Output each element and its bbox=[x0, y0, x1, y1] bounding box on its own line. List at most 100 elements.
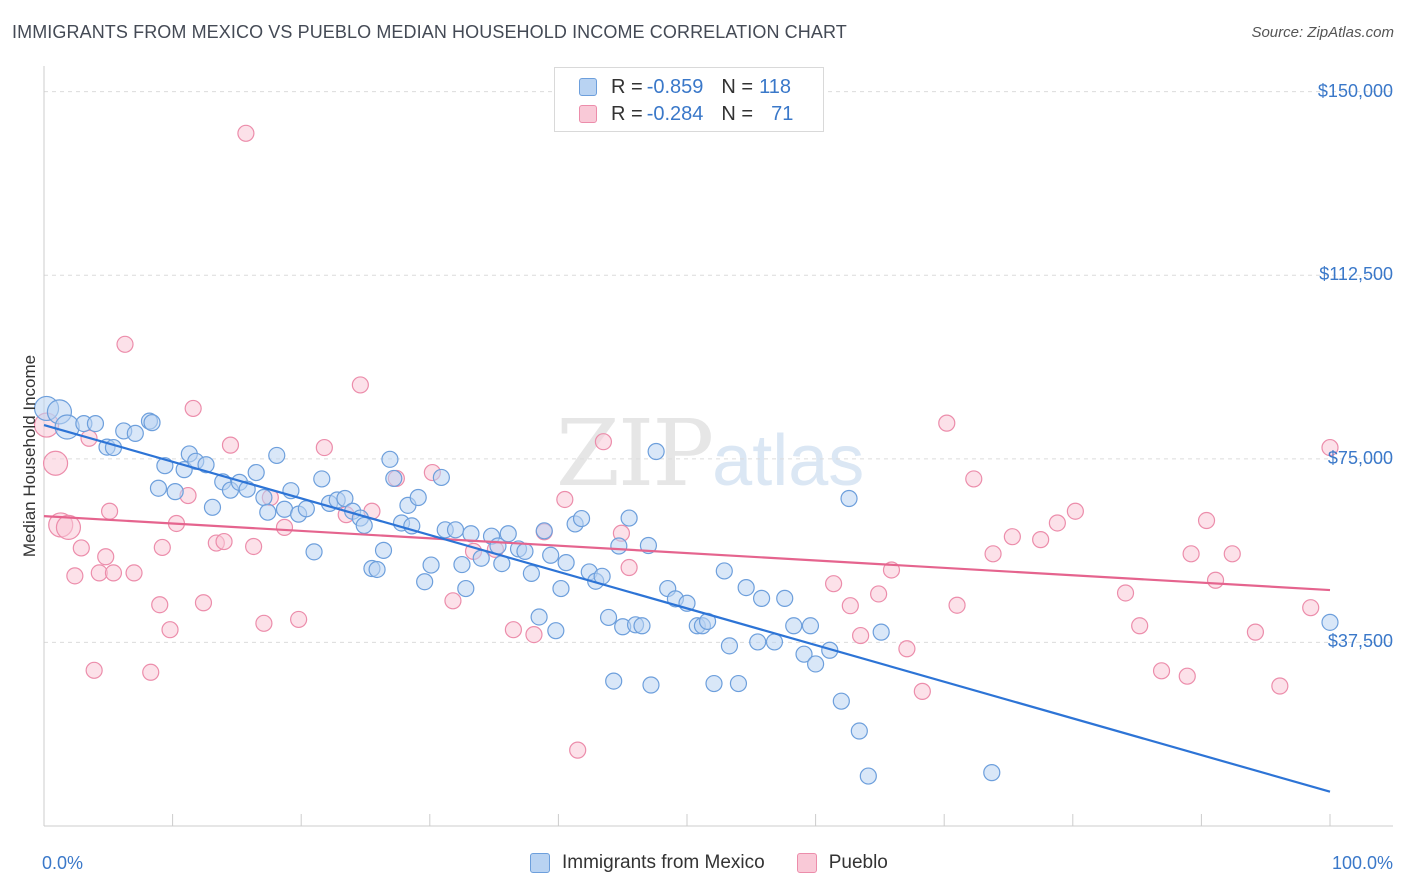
watermark-zip: ZIP bbox=[556, 400, 714, 507]
mexico-point bbox=[446, 521, 465, 539]
n-value: 71 bbox=[771, 102, 794, 125]
pueblo-point bbox=[1182, 545, 1200, 563]
mexico-point bbox=[197, 456, 215, 474]
pueblo-point bbox=[556, 490, 574, 509]
mexico-point bbox=[737, 578, 755, 597]
pueblo-point bbox=[255, 614, 273, 632]
pueblo-point bbox=[125, 564, 143, 582]
pueblo-point bbox=[72, 539, 90, 557]
mexico-point bbox=[522, 564, 540, 582]
legend-row-pueblo: R = -0.284 N = 71 bbox=[579, 101, 793, 127]
mexico-point bbox=[54, 414, 80, 440]
mexico-point bbox=[126, 424, 144, 442]
mexico-point bbox=[535, 522, 553, 540]
mexico-point bbox=[639, 536, 658, 555]
pueblo-point bbox=[184, 399, 202, 418]
watermark: ZIPatlas bbox=[556, 400, 864, 507]
mexico-point bbox=[647, 442, 665, 461]
mexico-point bbox=[859, 767, 877, 785]
pueblo-point bbox=[66, 567, 84, 585]
pueblo-point bbox=[153, 538, 171, 557]
pueblo-point bbox=[85, 661, 103, 679]
pueblo-point bbox=[290, 610, 308, 629]
y-tick-label: $112,500 bbox=[1319, 264, 1393, 285]
pueblo-point bbox=[221, 436, 240, 454]
y-tick-label: $150,000 bbox=[1317, 80, 1393, 101]
mexico-point bbox=[610, 537, 628, 555]
pueblo-point bbox=[237, 124, 255, 142]
pueblo-point bbox=[1223, 545, 1241, 563]
pueblo-point bbox=[504, 621, 522, 639]
pueblo-point bbox=[1131, 617, 1149, 635]
mexico-point bbox=[516, 542, 534, 560]
pueblo-point bbox=[1246, 623, 1265, 641]
r-label: R = bbox=[611, 102, 643, 125]
mexico-point bbox=[530, 608, 548, 626]
mexico-point bbox=[720, 637, 739, 655]
mexico-point bbox=[715, 562, 733, 580]
pueblo-point bbox=[1321, 438, 1339, 457]
pueblo-point bbox=[965, 470, 983, 488]
pueblo-point bbox=[938, 414, 956, 432]
pueblo-point bbox=[1271, 677, 1289, 695]
pueblo-point bbox=[444, 592, 462, 610]
pueblo-point bbox=[245, 537, 263, 556]
pueblo-points bbox=[33, 124, 1339, 759]
pueblo-point bbox=[1152, 662, 1171, 680]
mexico-point bbox=[422, 556, 440, 574]
r-value: -0.284 bbox=[646, 102, 704, 125]
mexico-point bbox=[149, 479, 168, 497]
mexico-point bbox=[432, 468, 450, 487]
pueblo-point bbox=[841, 597, 859, 615]
mexico-point bbox=[453, 555, 471, 574]
n-value: 118 bbox=[759, 75, 791, 98]
pueblo-point bbox=[1178, 667, 1196, 685]
legend-label: Pueblo bbox=[828, 852, 888, 873]
pueblo-point bbox=[898, 640, 916, 658]
pueblo-point bbox=[1003, 528, 1021, 546]
y-tick-label: $37,500 bbox=[1327, 631, 1393, 652]
mexico-point bbox=[255, 488, 273, 507]
mexico-point bbox=[499, 525, 517, 543]
mexico-point bbox=[416, 573, 434, 591]
mexico-point bbox=[355, 516, 373, 535]
n-label: N = bbox=[721, 102, 754, 125]
y-axis-label: Median Household Income bbox=[20, 354, 39, 558]
pueblo-point bbox=[984, 545, 1002, 563]
mexico-point bbox=[259, 503, 277, 521]
mexico-point bbox=[765, 633, 784, 651]
pueblo-swatch bbox=[579, 105, 597, 123]
legend-row-mexico: R = -0.859 N = 118 bbox=[579, 74, 791, 100]
mexico-point bbox=[381, 450, 399, 468]
mexico-point bbox=[385, 469, 403, 488]
mexico-point bbox=[368, 560, 386, 579]
mexico-point bbox=[872, 623, 890, 641]
mexico-point bbox=[642, 676, 660, 694]
pueblo-point bbox=[142, 663, 160, 681]
mexico-point bbox=[268, 446, 286, 465]
axes bbox=[43, 66, 1393, 827]
pueblo-point bbox=[569, 741, 587, 759]
mexico-point bbox=[86, 414, 105, 433]
mexico-point bbox=[552, 579, 570, 598]
pueblo-point bbox=[1066, 502, 1084, 520]
mexico-point bbox=[143, 414, 161, 432]
mexico-point bbox=[457, 579, 475, 598]
r-label: R = bbox=[611, 75, 643, 98]
legend-item-mexico[interactable]: Immigrants from Mexico bbox=[530, 852, 765, 874]
mexico-point bbox=[409, 488, 427, 507]
watermark-atlas: atlas bbox=[712, 421, 865, 501]
mexico-point bbox=[572, 509, 591, 528]
mexico-point bbox=[297, 500, 315, 518]
pueblo-point bbox=[948, 596, 966, 614]
chart-title: IMMIGRANTS FROM MEXICO VS PUEBLO MEDIAN … bbox=[12, 22, 847, 42]
legend-item-pueblo[interactable]: Pueblo bbox=[796, 852, 888, 874]
mexico-point bbox=[620, 509, 638, 527]
pueblo-point bbox=[870, 585, 888, 603]
pueblo-point bbox=[913, 682, 931, 700]
pueblo-point bbox=[620, 558, 638, 577]
mexico-swatch bbox=[530, 853, 550, 873]
pueblo-point bbox=[97, 548, 115, 566]
mexico-point bbox=[850, 722, 868, 740]
